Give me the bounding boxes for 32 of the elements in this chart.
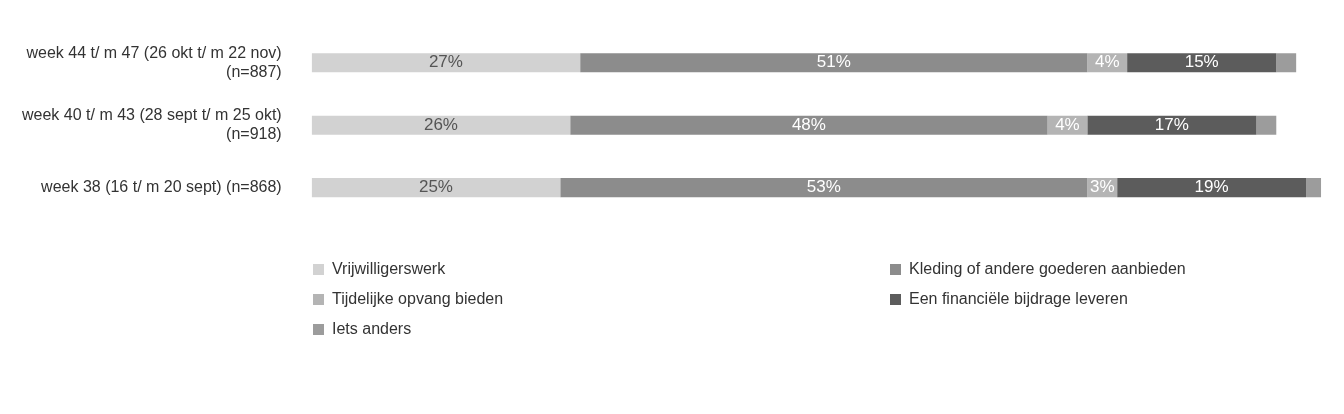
data-label: 27% (428, 52, 463, 72)
bar (311, 53, 581, 73)
bar (1087, 115, 1257, 135)
data-label: 26% (423, 114, 458, 134)
y-tick-label: week 40 t/ m 43 (28 sept t/ m 25 okt) (n=918) (21, 106, 282, 143)
data-label: 17% (1154, 114, 1189, 134)
data-label: 53% (806, 177, 841, 197)
data-label: 15% (1184, 52, 1219, 72)
legend-label: Een financiële bijdrage leveren (909, 290, 1128, 308)
bar (560, 178, 1088, 198)
bar (1306, 178, 1322, 198)
legend-label: Iets anders (332, 320, 412, 338)
data-label: 25% (418, 177, 453, 197)
legend-label: Kleding of andere goederen aanbieden (909, 260, 1186, 278)
bar (570, 115, 1048, 135)
bar (1117, 178, 1307, 198)
data-label: 51% (816, 52, 851, 72)
data-label: 19% (1194, 177, 1229, 197)
bar (1256, 115, 1277, 135)
bar (311, 115, 571, 135)
bar (311, 178, 561, 198)
legend-label: Tijdelijke opvang bieden (332, 290, 504, 308)
data-label: 3% (1089, 177, 1115, 197)
bar (580, 53, 1088, 73)
bar (1276, 53, 1297, 73)
y-tick-label: week 38 (16 t/ m 20 sept) (n=868) (40, 178, 282, 196)
data-label: 4% (1055, 114, 1080, 134)
data-label: 48% (791, 114, 826, 134)
data-label: 4% (1094, 52, 1120, 72)
legend-label: Vrijwilligerswerk (332, 260, 446, 278)
y-tick-label: week 44 t/ m 47 (26 okt t/ m 22 nov) (n=887) (25, 43, 282, 80)
bar (1127, 53, 1277, 73)
